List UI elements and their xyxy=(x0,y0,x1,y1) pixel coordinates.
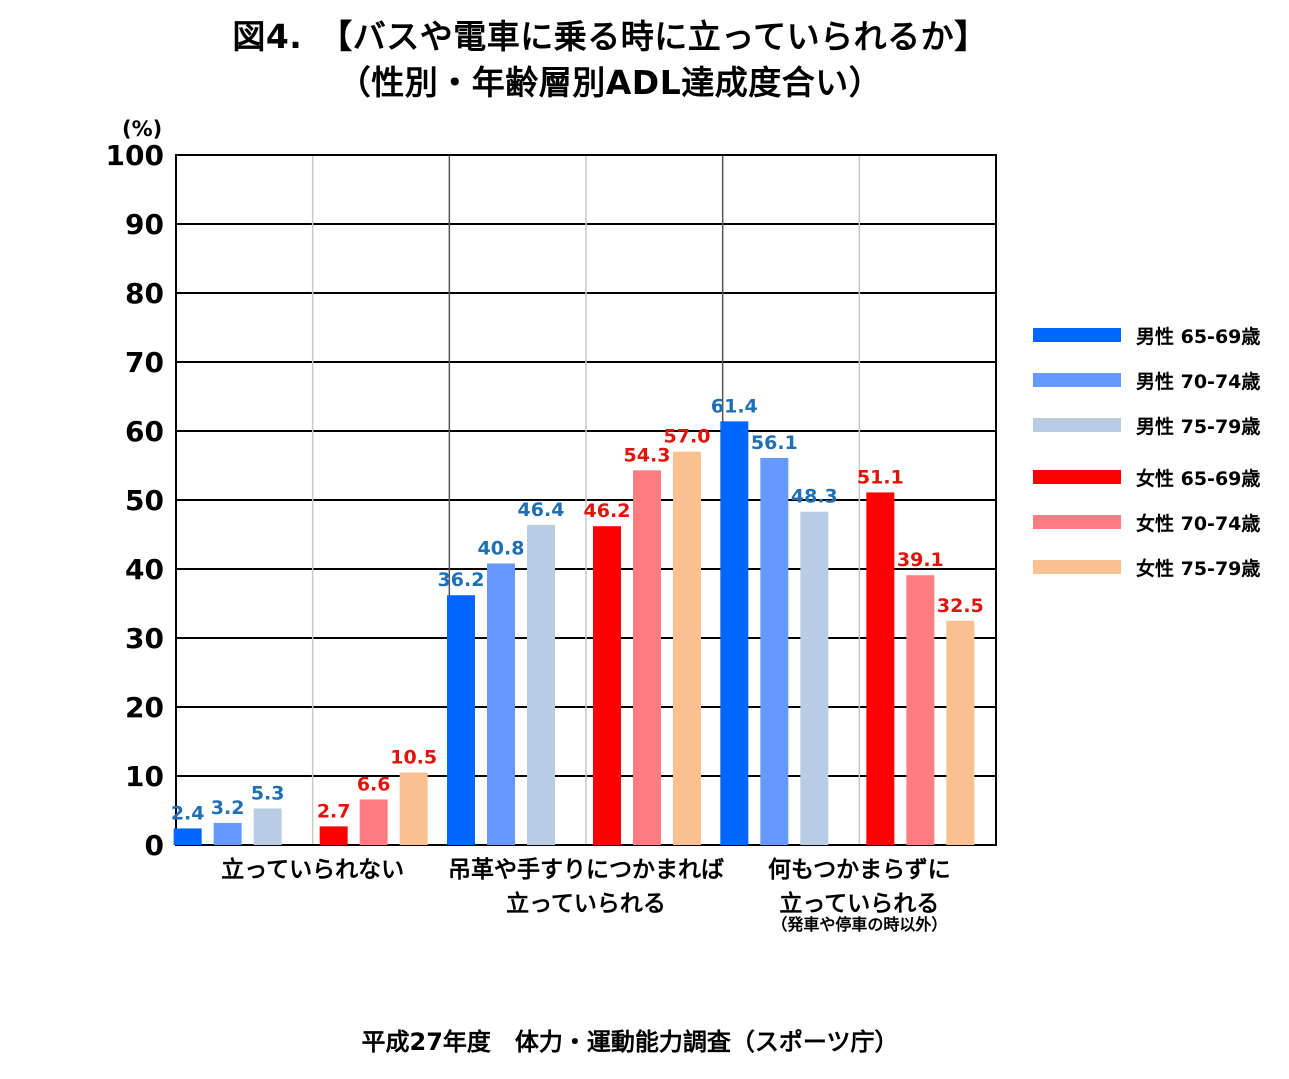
y-tick-label: 70 xyxy=(125,346,164,379)
legend-swatch xyxy=(1033,470,1121,484)
plot-frame xyxy=(175,154,997,846)
y-tick-label: 80 xyxy=(125,277,164,310)
bar xyxy=(593,526,621,845)
chart-title: 図4. 【バスや電車に乗る時に立っていられるか】 xyxy=(232,17,988,56)
data-label: 48.3 xyxy=(791,486,838,508)
data-label: 46.4 xyxy=(518,499,565,521)
bar xyxy=(399,772,428,845)
data-label: 32.5 xyxy=(937,595,984,617)
category-label: 何もつかまらずに xyxy=(768,857,951,883)
bar xyxy=(359,799,388,845)
source-footer: 平成27年度 体力・運動能力調査（スポーツ庁） xyxy=(361,1028,899,1056)
data-label: 6.6 xyxy=(357,773,391,795)
bar xyxy=(866,492,895,845)
y-tick-label: 30 xyxy=(125,622,164,655)
y-tick-label: 50 xyxy=(125,484,164,517)
data-label: 51.1 xyxy=(857,466,904,488)
legend-label: 男性 65-69歳 xyxy=(1136,325,1260,348)
y-tick-label: 100 xyxy=(106,139,164,172)
bar xyxy=(527,524,555,845)
category-label: 立っていられる xyxy=(506,890,666,917)
bar xyxy=(800,511,829,845)
legend-swatch xyxy=(1033,373,1121,387)
bar xyxy=(906,575,935,845)
data-label: 5.3 xyxy=(251,782,285,804)
legend-label: 女性 65-69歳 xyxy=(1136,467,1260,490)
bar xyxy=(673,451,701,845)
bar xyxy=(633,470,661,845)
legend-label: 女性 75-79歳 xyxy=(1136,557,1260,580)
legend-swatch xyxy=(1033,418,1121,432)
data-label: 36.2 xyxy=(438,569,485,591)
y-tick-label: 10 xyxy=(125,760,164,793)
data-label: 2.7 xyxy=(317,800,351,822)
bar-chart: 0 10 20 30 40 50 60 70 80 90 100(%) 2.4 3.2 5.3 2.7 6.6… xyxy=(106,117,1261,934)
data-label: 46.2 xyxy=(584,500,631,522)
bar xyxy=(173,828,202,845)
data-label: 39.1 xyxy=(897,549,944,571)
legend-label: 男性 70-74歳 xyxy=(1136,370,1260,393)
y-tick-label: 90 xyxy=(125,208,164,241)
bar xyxy=(319,826,348,845)
y-tick-label: 40 xyxy=(125,553,164,586)
y-tick-label: 60 xyxy=(125,415,164,448)
y-tick-label: 20 xyxy=(125,691,164,724)
category-label: 立っていられる xyxy=(779,890,939,917)
category-label: 立っていられない xyxy=(221,856,404,883)
bar xyxy=(447,595,475,845)
y-tick-label: 0 xyxy=(145,829,164,862)
y-axis-unit: (%) xyxy=(122,117,162,141)
data-label: 57.0 xyxy=(664,426,711,448)
bar xyxy=(487,563,515,845)
data-label: 61.4 xyxy=(711,395,758,417)
bar xyxy=(720,421,749,845)
bar xyxy=(760,457,789,845)
legend-swatch xyxy=(1033,560,1121,574)
chart-subtitle: （性別・年齢層別ADL達成度合い） xyxy=(337,63,883,102)
data-label: 10.5 xyxy=(390,747,437,769)
data-label: 56.1 xyxy=(751,432,798,454)
bar xyxy=(213,822,242,845)
data-label: 3.2 xyxy=(211,797,245,819)
legend-label: 男性 75-79歳 xyxy=(1136,415,1260,438)
category-label: 吊革や手すりにつかまれば xyxy=(448,857,724,883)
bar xyxy=(253,808,282,845)
bar xyxy=(946,620,975,845)
legend-swatch xyxy=(1033,328,1121,342)
data-label: 2.4 xyxy=(171,802,205,824)
legend-swatch xyxy=(1033,515,1121,529)
data-label: 54.3 xyxy=(624,444,671,466)
legend-label: 女性 70-74歳 xyxy=(1136,512,1260,535)
category-note: （発車や停車の時以外） xyxy=(771,915,947,934)
data-label: 40.8 xyxy=(478,537,525,559)
